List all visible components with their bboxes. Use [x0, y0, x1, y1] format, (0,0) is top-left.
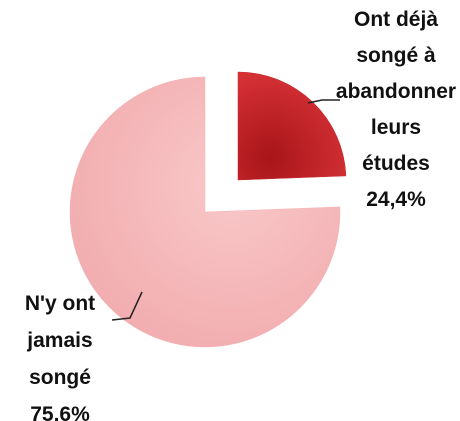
slice-label: N'y ont jamais songé 75,6% — [12, 285, 108, 421]
value-label: 24,4% — [366, 188, 426, 211]
pie-slice — [69, 76, 341, 348]
leader-line — [307, 99, 340, 104]
value-label: 75,6% — [30, 403, 90, 421]
slice-label: Ont déjà songé à abandon­ner leurs étude… — [335, 2, 457, 218]
slices — [69, 71, 347, 348]
pie-slice — [237, 71, 347, 181]
leader-line — [111, 291, 143, 321]
category-label: N'y ont jamais songé — [24, 292, 96, 389]
category-label: Ont déjà songé à abandon­ner leurs étude… — [335, 8, 457, 175]
